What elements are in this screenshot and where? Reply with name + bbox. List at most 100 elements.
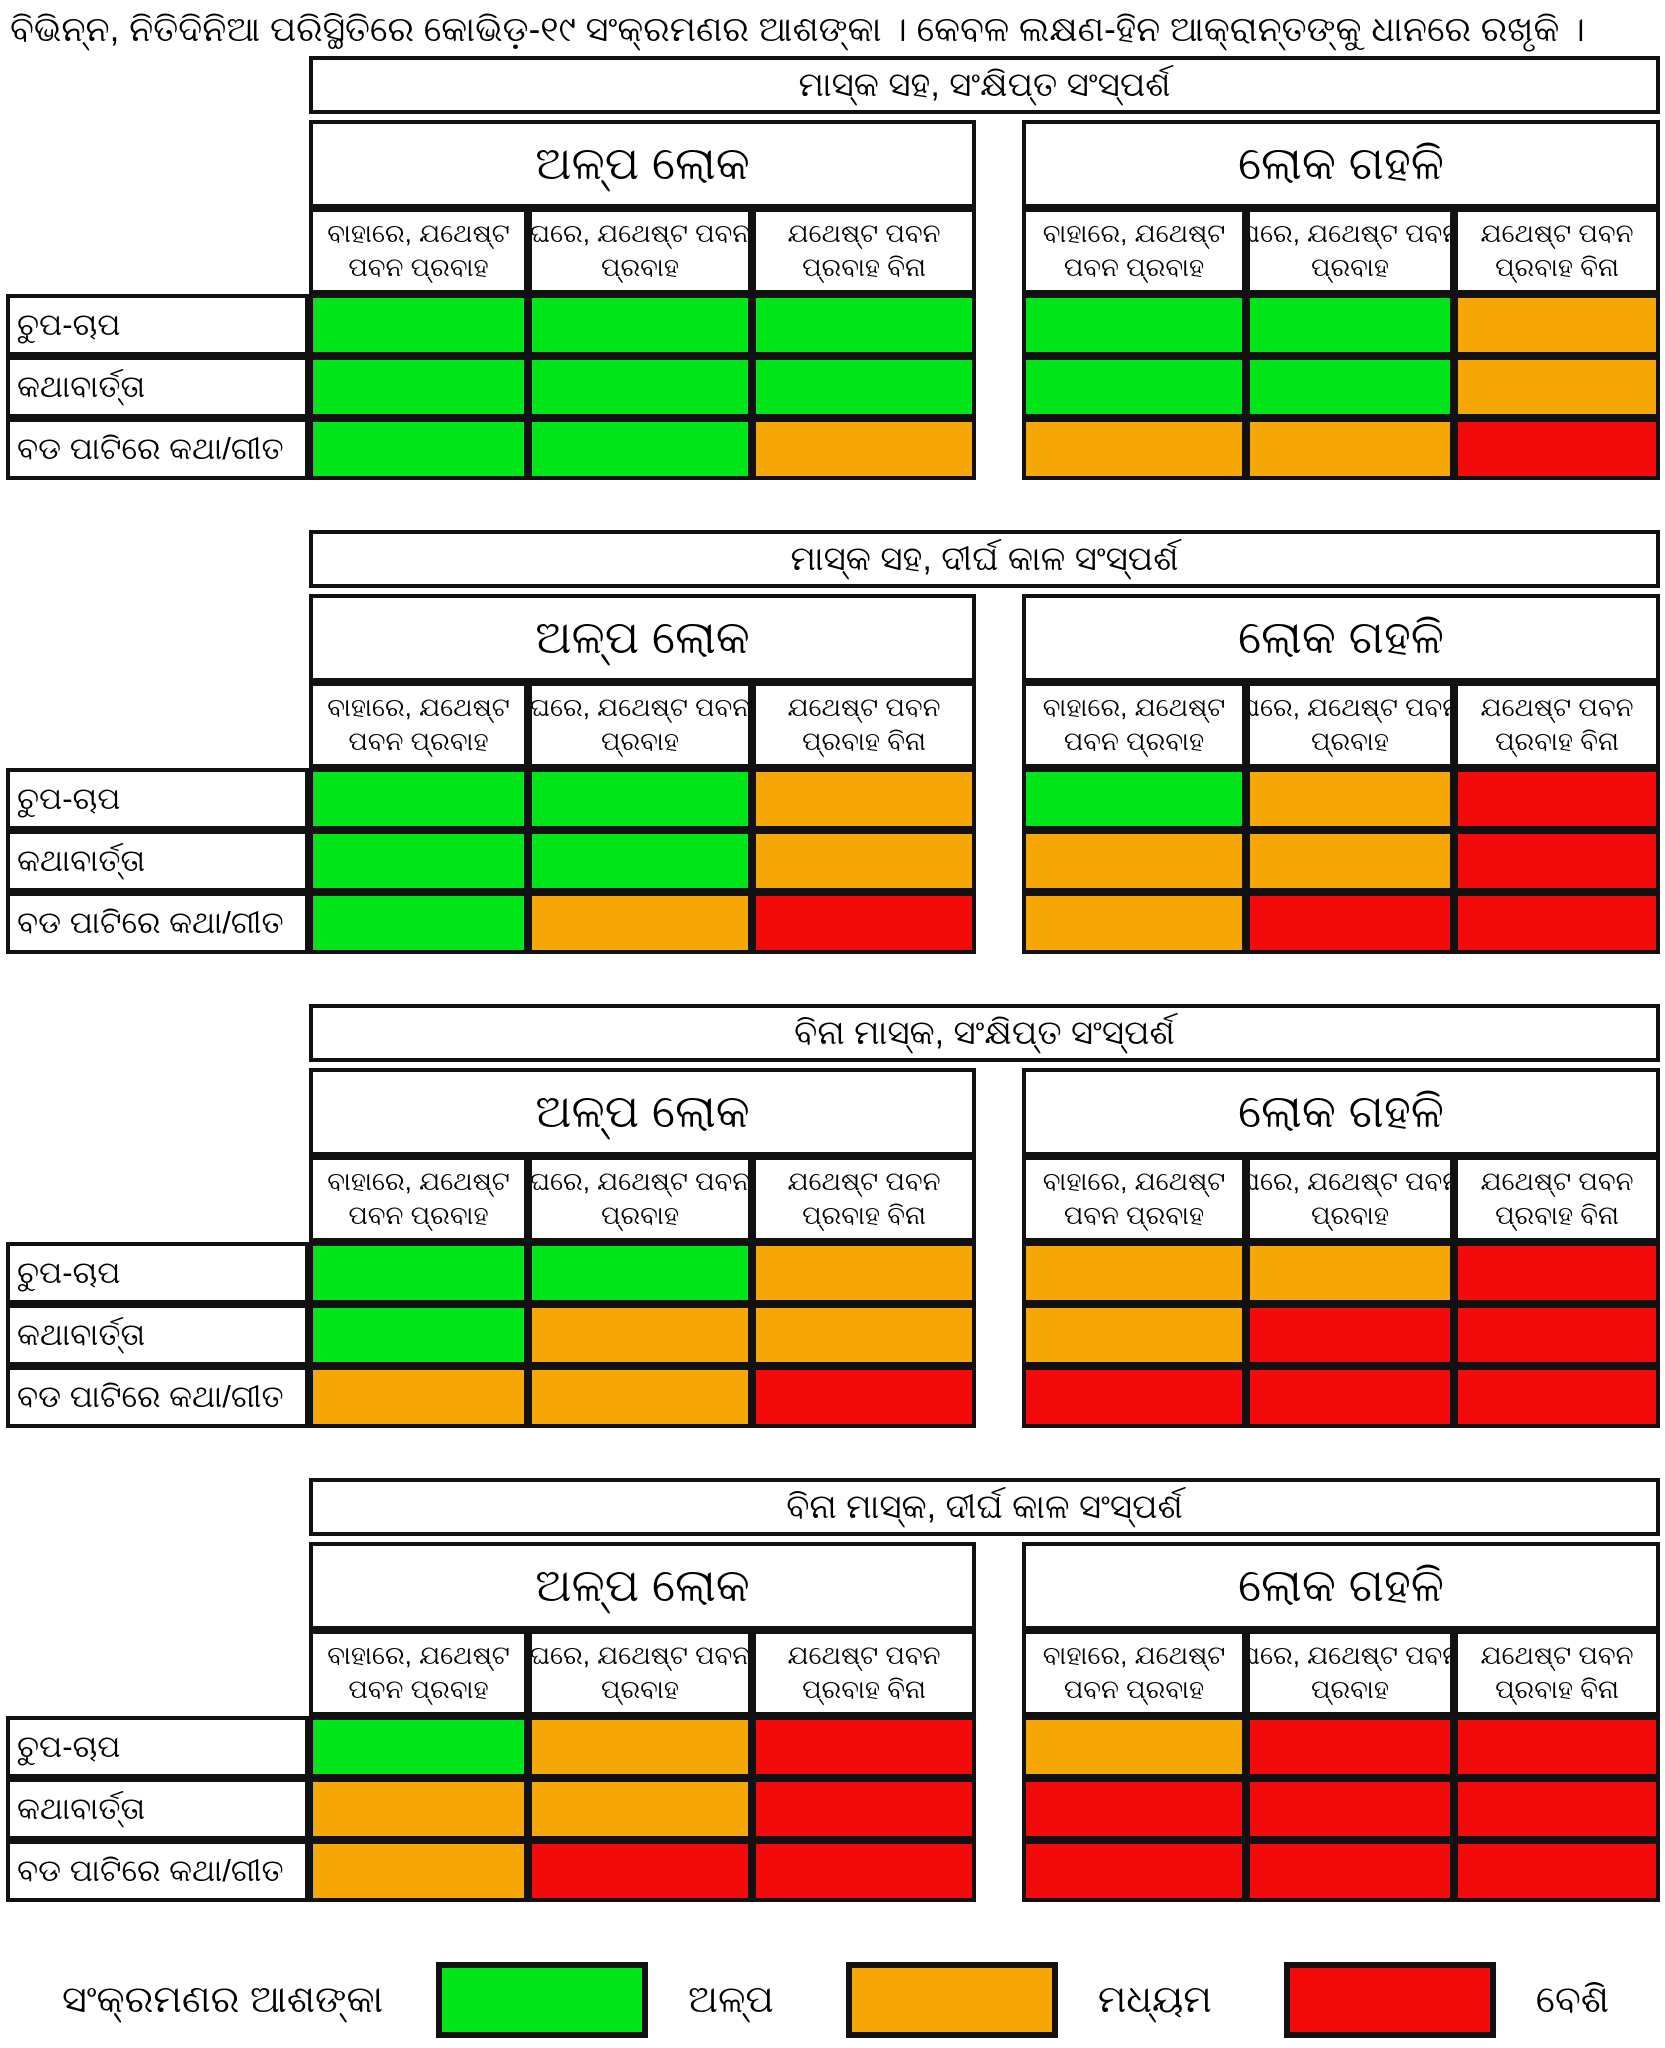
subheader-gap bbox=[976, 682, 1022, 768]
column-header-ventilation: ଯଥେଷ୍ଟ ପବନ ପ୍ରବାହ ବିନା bbox=[1454, 1156, 1660, 1242]
column-header-line2: ପ୍ରବାହ ବିନା bbox=[802, 726, 926, 756]
risk-cell-low bbox=[528, 294, 752, 356]
column-header-ventilation: ବାହାରେ, ଯଥେଷ୍ଟ ପବନ ପ୍ରବାହ bbox=[309, 1156, 528, 1242]
risk-cell-medium bbox=[752, 1242, 976, 1304]
column-header-line1: ଯଥେଷ୍ଟ ପବନ bbox=[787, 692, 941, 723]
row-gap bbox=[976, 768, 1022, 830]
risk-cell-medium bbox=[528, 1304, 752, 1366]
column-header-line2: ପବନ ପ୍ରବାହ bbox=[1063, 726, 1205, 756]
column-header-line2: ପ୍ରବାହ bbox=[1311, 1674, 1389, 1704]
column-header-line1: ଯଥେଷ୍ଟ ପବନ bbox=[1480, 692, 1634, 723]
column-header-line2: ପବନ ପ୍ରବାହ bbox=[1063, 252, 1205, 282]
column-header-line2: ପବନ ପ୍ରବାହ bbox=[348, 1674, 489, 1704]
group-gap bbox=[976, 1068, 1022, 1156]
column-header-ventilation: ଯଥେଷ୍ଟ ପବନ ପ୍ରବାହ ବିନା bbox=[752, 1630, 976, 1716]
legend-swatch-high bbox=[1283, 1962, 1496, 2038]
risk-cell-medium bbox=[752, 768, 976, 830]
column-header-line1: ଯଥେଷ୍ଟ ପବନ bbox=[1480, 1640, 1634, 1671]
risk-cell-medium bbox=[1022, 1242, 1246, 1304]
risk-cell-high bbox=[1246, 1840, 1454, 1902]
column-header-line2: ପ୍ରବାହ ବିନା bbox=[802, 1200, 926, 1230]
row-gap bbox=[976, 1242, 1022, 1304]
risk-cell-low bbox=[309, 294, 528, 356]
column-header-ventilation: ଯଥେଷ୍ଟ ପବନ ପ୍ରବାହ ବିନା bbox=[752, 1156, 976, 1242]
risk-cell-high bbox=[1454, 1304, 1660, 1366]
column-header-line1: ଘରେ, ଯଥେଷ୍ଟ ପବନ bbox=[1246, 692, 1454, 723]
column-header-ventilation: ଯଥେଷ୍ଟ ପବନ ପ୍ରବାହ ବିନା bbox=[1454, 1630, 1660, 1716]
column-header-line2: ପ୍ରବାହ bbox=[601, 252, 679, 282]
risk-cell-low bbox=[1246, 294, 1454, 356]
row-gap bbox=[976, 1840, 1022, 1902]
subheader-gap bbox=[976, 1630, 1022, 1716]
column-header-line2: ପବନ ପ୍ରବାହ bbox=[1063, 1674, 1205, 1704]
risk-cell-high bbox=[1454, 1778, 1660, 1840]
column-header-line1: ଘରେ, ଯଥେଷ୍ଟ ପବନ bbox=[529, 1166, 751, 1197]
risk-cell-medium bbox=[1022, 892, 1246, 954]
risk-cell-high bbox=[1246, 1366, 1454, 1428]
group-header-few-people: ଅଳ୍ପ ଲୋକ bbox=[309, 1542, 976, 1630]
column-header-line2: ପବନ ପ୍ରବାହ bbox=[348, 726, 489, 756]
column-header-line1: ଯଥେଷ୍ଟ ପବନ bbox=[787, 1166, 941, 1197]
risk-cell-low bbox=[309, 1242, 528, 1304]
risk-cell-low bbox=[1022, 294, 1246, 356]
risk-cell-low bbox=[528, 418, 752, 480]
risk-cell-high bbox=[1454, 418, 1660, 480]
column-header-ventilation: ଘରେ, ଯଥେଷ୍ଟ ପବନ ପ୍ରବାହ bbox=[1246, 1630, 1454, 1716]
risk-cell-low bbox=[309, 1304, 528, 1366]
legend-swatch-medium bbox=[845, 1962, 1058, 2038]
row-gap bbox=[976, 418, 1022, 480]
column-header-line1: ଘରେ, ଯଥେଷ୍ଟ ପବନ bbox=[529, 692, 751, 723]
column-header-line2: ପ୍ରବାହ bbox=[601, 726, 679, 756]
column-header-ventilation: ଯଥେଷ୍ଟ ପବନ ପ୍ରବାହ ବିନା bbox=[1454, 208, 1660, 294]
risk-cell-high bbox=[752, 1366, 976, 1428]
subheader-gap bbox=[976, 208, 1022, 294]
risk-cell-low bbox=[1246, 356, 1454, 418]
legend-label-high: ବେଶି bbox=[1535, 1978, 1610, 2021]
risk-cell-medium bbox=[752, 418, 976, 480]
legend-label-medium: ମଧ୍ୟମ bbox=[1097, 1978, 1212, 2021]
group-header-few-people: ଅଳ୍ପ ଲୋକ bbox=[309, 594, 976, 682]
risk-cell-high bbox=[1246, 892, 1454, 954]
risk-table-3: ବିନା ମାସ୍କ, ସଂକ୍ଷିପ୍ତ ସଂସ୍ପର୍ଶ ଅଳ୍ପ ଲୋକ ଲୋ… bbox=[6, 1004, 1665, 1428]
column-header-ventilation: ଘରେ, ଯଥେଷ୍ଟ ପବନ ପ୍ରବାହ bbox=[1246, 208, 1454, 294]
column-header-line1: ବାହାରେ, ଯଥେଷ୍ଟ bbox=[1042, 1640, 1226, 1671]
column-header-ventilation: ଘରେ, ଯଥେଷ୍ଟ ପବନ ପ୍ରବାହ bbox=[528, 682, 752, 768]
row-label: କଥାବାର୍ତ୍ତା bbox=[6, 1304, 309, 1366]
column-header-line2: ପ୍ରବାହ ବିନା bbox=[1495, 726, 1619, 756]
legend: ସଂକ୍ରମଣର ଆଶଙ୍କା ଅଳ୍ପ ମଧ୍ୟମ ବେଶି bbox=[0, 1958, 1665, 2042]
risk-cell-medium bbox=[1454, 356, 1660, 418]
group-header-crowded: ଲୋକ ଗହଳି bbox=[1022, 120, 1660, 208]
column-header-line1: ଯଥେଷ୍ଟ ପବନ bbox=[1480, 218, 1634, 249]
column-header-ventilation: ଘରେ, ଯଥେଷ୍ଟ ପବନ ପ୍ରବାହ bbox=[1246, 1156, 1454, 1242]
risk-cell-medium bbox=[1246, 418, 1454, 480]
column-header-line2: ପ୍ରବାହ bbox=[1311, 252, 1389, 282]
risk-cell-low bbox=[1022, 356, 1246, 418]
risk-cell-high bbox=[1454, 768, 1660, 830]
risk-cell-high bbox=[752, 1840, 976, 1902]
risk-cell-high bbox=[1454, 892, 1660, 954]
risk-cell-low bbox=[309, 1716, 528, 1778]
risk-cell-medium bbox=[1022, 830, 1246, 892]
row-label: ଚୁପ-ଚାପ bbox=[6, 1242, 309, 1304]
risk-cell-low bbox=[528, 356, 752, 418]
risk-cell-medium bbox=[1246, 830, 1454, 892]
column-header-line2: ପ୍ରବାହ ବିନା bbox=[1495, 252, 1619, 282]
risk-cell-medium bbox=[528, 1778, 752, 1840]
column-header-line2: ପ୍ରବାହ bbox=[601, 1674, 679, 1704]
column-header-ventilation: ଘରେ, ଯଥେଷ୍ଟ ପବନ ପ୍ରବାହ bbox=[1246, 682, 1454, 768]
risk-cell-high bbox=[1454, 1242, 1660, 1304]
group-header-few-people: ଅଳ୍ପ ଲୋକ bbox=[309, 1068, 976, 1156]
row-gap bbox=[976, 1304, 1022, 1366]
row-label: ବଡ ପାଟିରେ କଥା/ଗୀତ bbox=[6, 892, 309, 954]
risk-cell-low bbox=[309, 418, 528, 480]
risk-cell-low bbox=[752, 294, 976, 356]
risk-cell-low bbox=[1022, 768, 1246, 830]
column-header-line2: ପ୍ରବାହ bbox=[1311, 726, 1389, 756]
column-header-ventilation: ବାହାରେ, ଯଥେଷ୍ଟ ପବନ ପ୍ରବାହ bbox=[1022, 208, 1246, 294]
risk-cell-high bbox=[1454, 830, 1660, 892]
risk-cell-high bbox=[1246, 1304, 1454, 1366]
risk-cell-low bbox=[309, 356, 528, 418]
legend-swatch-low bbox=[436, 1962, 648, 2038]
column-header-ventilation: ବାହାରେ, ଯଥେଷ୍ଟ ପବନ ପ୍ରବାହ bbox=[309, 1630, 528, 1716]
risk-cell-high bbox=[1022, 1778, 1246, 1840]
